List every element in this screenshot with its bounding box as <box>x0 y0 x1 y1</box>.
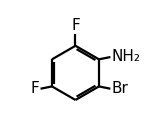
Text: F: F <box>71 18 80 33</box>
Text: F: F <box>31 81 39 96</box>
Text: Br: Br <box>112 81 129 96</box>
Text: NH₂: NH₂ <box>112 49 141 64</box>
